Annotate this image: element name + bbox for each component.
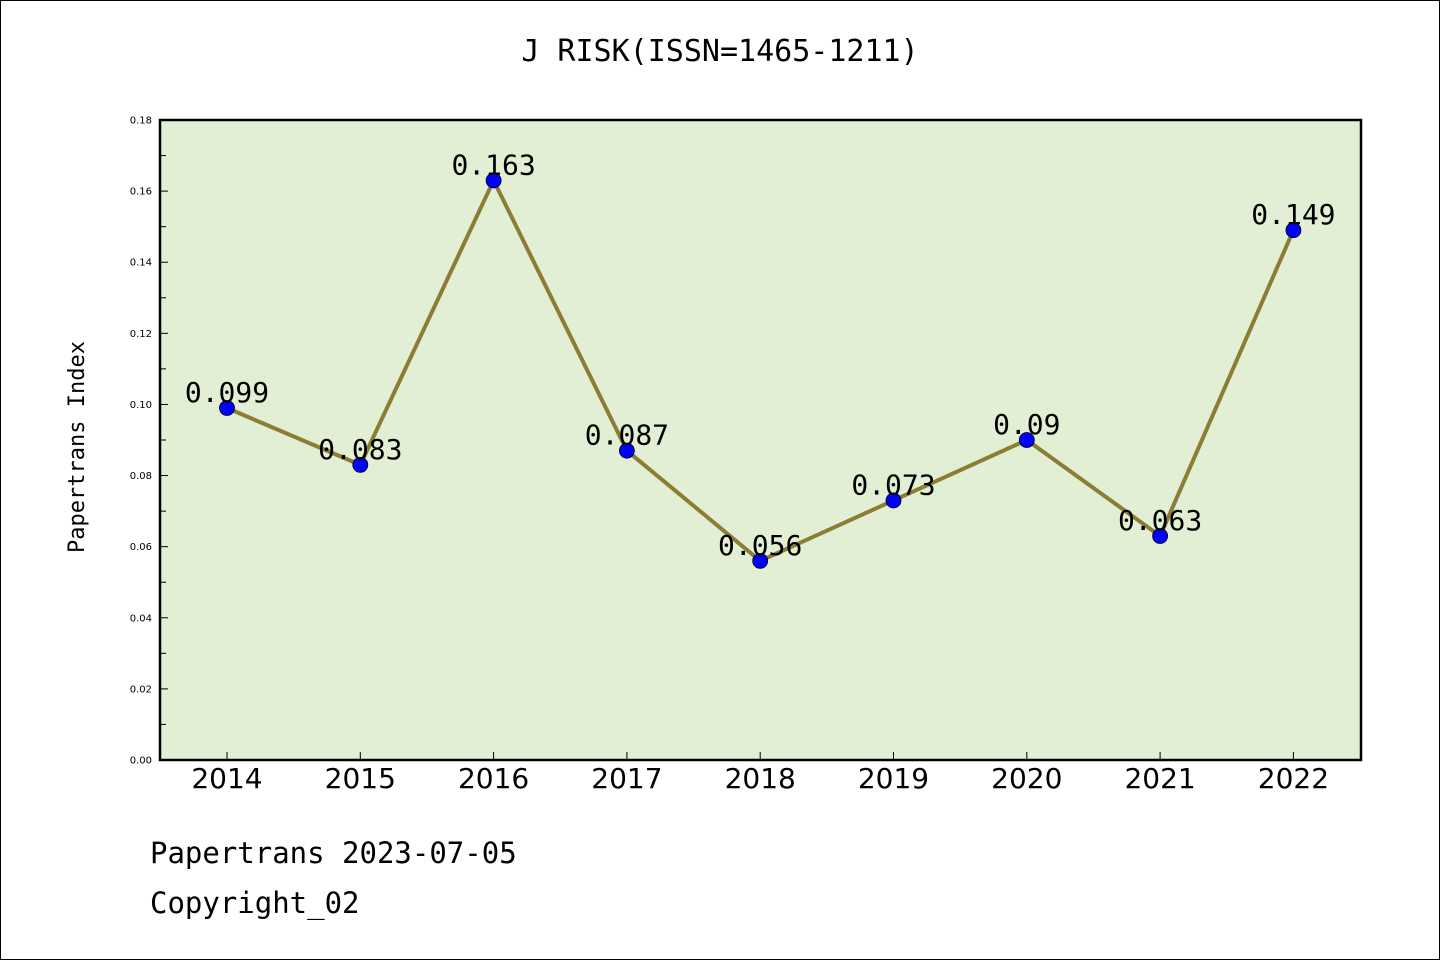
data-point (752, 552, 769, 569)
data-label: 0.056 (718, 529, 802, 562)
plot-border (158, 118, 1363, 762)
x-tick-label: 2018 (725, 762, 796, 795)
data-label: 0.073 (851, 468, 935, 501)
data-label: 0.063 (1118, 504, 1202, 537)
footer-copyright: Copyright_02 (150, 886, 360, 920)
series-markers (219, 172, 1302, 569)
data-label: 0.149 (1251, 198, 1335, 231)
x-tick-label: 2015 (325, 762, 396, 795)
x-tick-label: 2020 (991, 762, 1062, 795)
x-tick-label: 2019 (858, 762, 929, 795)
data-label: 0.163 (451, 148, 535, 181)
x-tick-label: 2014 (191, 762, 262, 795)
y-tick-label: 0.14 (130, 258, 152, 269)
y-tick-label: 0.12 (130, 329, 152, 340)
x-tick-label: 2016 (458, 762, 529, 795)
data-point (619, 442, 635, 459)
x-axis: 2014 2015 2016 2017 2018 2019 2020 2021 2022 (191, 752, 1329, 795)
y-tick-label: 0.18 (130, 116, 152, 127)
data-label: 0.083 (318, 433, 402, 466)
y-tick-label: 0.06 (130, 542, 152, 553)
data-labels: 0.099 0.083 0.163 0.087 0.056 0.073 0.09 0.063 0… (185, 148, 1336, 561)
chart-title: J RISK(ISSN=1465-1211) (521, 34, 919, 69)
y-axis: 0.00 0.02 0.04 0.06 0.08 0.10 0.12 0.14 0.16 0.18 (130, 116, 168, 767)
y-tick-label: 0.00 (130, 756, 152, 767)
y-tick-label: 0.08 (130, 471, 152, 482)
data-point (352, 456, 369, 473)
data-point (219, 400, 235, 416)
y-tick-label: 0.02 (130, 684, 152, 695)
data-label: 0.09 (993, 408, 1060, 441)
y-tick-label: 0.16 (130, 187, 152, 198)
data-point (1152, 528, 1168, 544)
y-axis-label: Papertrans Index (65, 341, 90, 553)
data-point (1018, 432, 1035, 448)
y-tick-label: 0.04 (130, 613, 152, 624)
footer-date: Papertrans 2023-07-05 (150, 836, 517, 870)
y-tick-label: 0.10 (130, 400, 152, 411)
x-tick-label: 2021 (1124, 762, 1195, 795)
plot-area (160, 120, 1361, 760)
data-label: 0.099 (185, 376, 269, 409)
data-point (885, 492, 902, 509)
data-point (485, 172, 502, 189)
x-tick-label: 2017 (591, 762, 662, 795)
data-point (1285, 222, 1302, 239)
data-label: 0.087 (585, 419, 669, 452)
x-tick-label: 2022 (1258, 762, 1329, 795)
